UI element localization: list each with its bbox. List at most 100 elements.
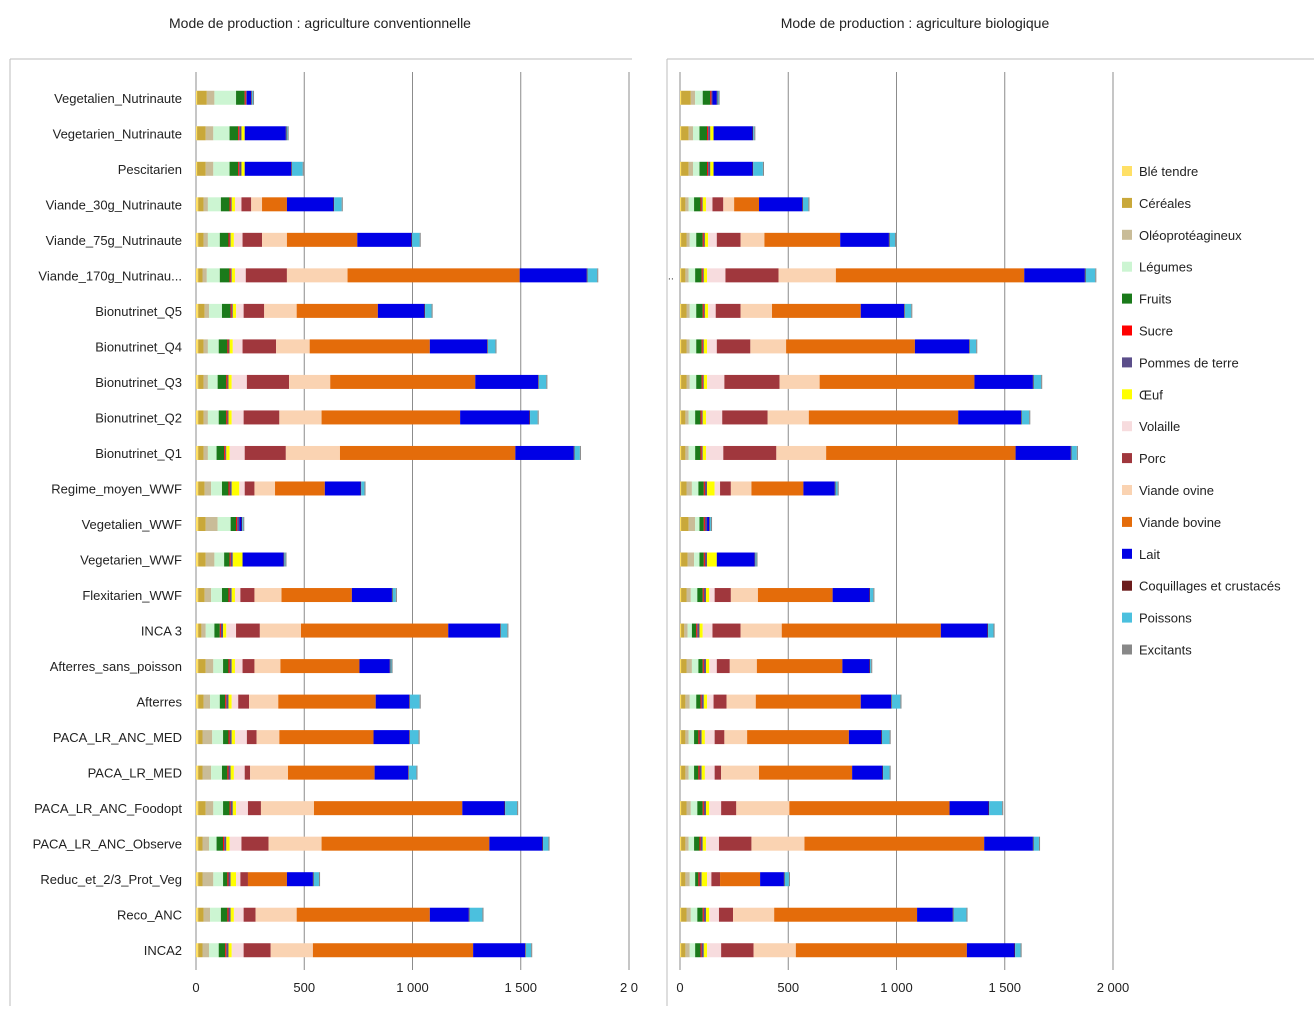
- bar-segment: [1032, 836, 1034, 851]
- bar-segment: [1014, 943, 1016, 958]
- bar-segment: [1071, 445, 1077, 460]
- bar-segment: [224, 836, 227, 851]
- bar-segment: [721, 801, 737, 816]
- bar-segment: [681, 481, 687, 496]
- bar-segment: [240, 588, 255, 603]
- bar-segment: [377, 303, 425, 318]
- bar-segment: [1021, 410, 1030, 425]
- bar-segment: [1095, 268, 1097, 283]
- bar-segment: [681, 303, 687, 318]
- legend-label: Coquillages et crustacés: [1139, 579, 1281, 594]
- bar-segment: [881, 730, 890, 745]
- bar-segment: [246, 90, 252, 105]
- bar-segment: [1085, 268, 1096, 283]
- bar-segment: [699, 765, 702, 780]
- bar-segment: [196, 161, 198, 176]
- bar-segment: [740, 232, 765, 247]
- bar-segment: [487, 339, 496, 354]
- bar-segment: [802, 197, 803, 212]
- x-tick-label: 0: [192, 980, 199, 995]
- bar-segment: [680, 445, 682, 460]
- bar-segment: [703, 552, 705, 567]
- bar-segment: [680, 730, 682, 745]
- category-label: PACA_LR_MED: [88, 766, 182, 781]
- bar-segment: [795, 943, 967, 958]
- bar-segment: [409, 694, 420, 709]
- bar-segment: [207, 339, 219, 354]
- bar-segment: [229, 232, 231, 247]
- bar-segment: [196, 268, 199, 283]
- category-label: Bionutrinet_Q2: [95, 410, 182, 425]
- bar-segment: [680, 552, 682, 567]
- bar-segment: [702, 197, 706, 212]
- bar-segment: [689, 232, 697, 247]
- bar-segment: [691, 659, 699, 674]
- bar-segment: [888, 232, 890, 247]
- bar-segment: [330, 374, 476, 389]
- bar-segment: [721, 765, 760, 780]
- bar-segment: [695, 410, 701, 425]
- bar-segment: [238, 161, 240, 176]
- bar-segment: [548, 836, 550, 851]
- bar-segment: [390, 659, 392, 674]
- bar-segment: [302, 161, 304, 176]
- bar-segment: [688, 126, 693, 141]
- bar-segment: [198, 374, 204, 389]
- bar-segment: [203, 232, 208, 247]
- bar-segment: [543, 836, 549, 851]
- bar-segment: [211, 588, 222, 603]
- bar-segment: [753, 126, 755, 141]
- bar-segment: [788, 872, 790, 887]
- bar-segment: [243, 303, 265, 318]
- bar-segment: [429, 907, 469, 922]
- legend-item: Légumes: [1122, 260, 1193, 275]
- bar-segment: [698, 659, 703, 674]
- bar-segment: [419, 232, 421, 247]
- bar-segment: [198, 659, 206, 674]
- bar-segment: [697, 801, 703, 816]
- bar-segment: [482, 907, 484, 922]
- category-label: Reduc_et_2/3_Prot_Veg: [40, 872, 182, 887]
- bar-segment: [695, 90, 703, 105]
- bar-segment: [703, 517, 705, 531]
- category-label: Regime_moyen_WWF: [51, 481, 182, 496]
- bar-segment: [231, 694, 239, 709]
- bar-segment: [244, 445, 286, 460]
- bar-segment: [241, 517, 243, 531]
- bar-segment: [699, 126, 708, 141]
- bar-segment: [214, 552, 225, 567]
- bar-segment: [217, 374, 227, 389]
- bar-segment: [759, 197, 803, 212]
- bar-segment: [230, 801, 233, 816]
- bar-segment: [275, 481, 325, 496]
- bar-segment: [525, 943, 526, 958]
- bar-segment: [289, 374, 331, 389]
- bar-segment: [804, 836, 985, 851]
- bar-segment: [736, 801, 790, 816]
- bar-segment: [723, 197, 735, 212]
- bar-segment: [883, 765, 890, 780]
- bar-segment: [699, 517, 704, 531]
- bar-segment: [231, 659, 235, 674]
- bar-segment: [703, 943, 708, 958]
- bar-segment: [296, 907, 430, 922]
- bar-segment: [231, 197, 235, 212]
- bar-segment: [889, 232, 895, 247]
- bar-segment: [204, 481, 212, 496]
- bar-segment: [203, 694, 211, 709]
- bar-segment: [685, 730, 689, 745]
- bar-segment: [695, 268, 702, 283]
- bar-segment: [688, 730, 695, 745]
- bar-segment: [198, 623, 202, 638]
- bar-segment: [756, 659, 843, 674]
- bar-segment: [196, 836, 199, 851]
- bar-segment: [802, 197, 809, 212]
- bar-segment: [218, 339, 228, 354]
- bar-segment: [776, 445, 827, 460]
- bar-segment: [840, 232, 889, 247]
- bar-segment: [1038, 836, 1041, 851]
- bar-segment: [783, 872, 785, 887]
- bar-segment: [705, 410, 723, 425]
- bar-segment: [681, 588, 687, 603]
- bar-segment: [229, 481, 232, 496]
